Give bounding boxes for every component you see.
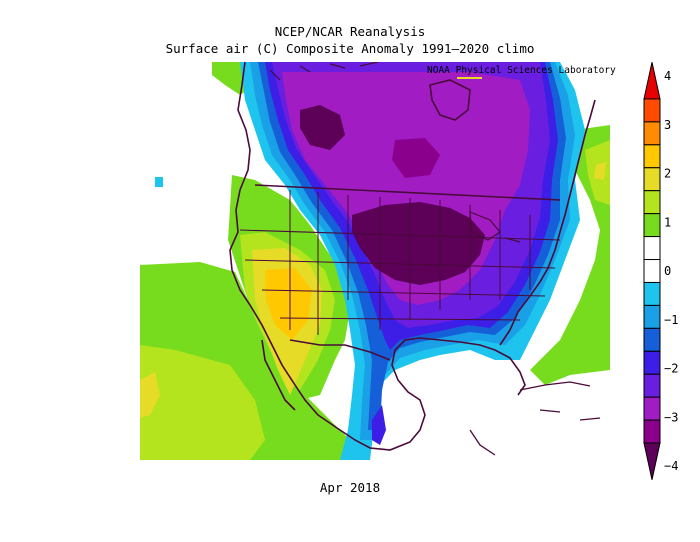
colorbar-tick-label: 3 — [664, 118, 671, 132]
cold-core-canada-central — [392, 138, 440, 178]
colorbar-segment — [643, 304, 661, 329]
colorbar-tick-label: 2 — [664, 167, 671, 181]
figure-title: NCEP/NCAR Reanalysis — [274, 24, 426, 39]
warm-region-west-4 — [265, 268, 312, 340]
colorbar-segments — [643, 62, 661, 480]
arctic-islands — [269, 62, 379, 81]
colorbar-segment — [643, 350, 661, 375]
colorbar-segment — [643, 121, 661, 146]
cold-spot-pacific — [155, 177, 163, 187]
colorbar-segment — [643, 442, 661, 480]
colorbar-tick-label: −2 — [664, 362, 678, 376]
colorbar-segment — [643, 167, 661, 192]
atlantic-coastline — [499, 99, 596, 346]
colorbar-tick-label: 0 — [664, 264, 671, 278]
cold-core-plains — [352, 202, 485, 285]
coastlines — [229, 62, 601, 456]
colorbar-tick-label: 4 — [664, 69, 671, 83]
caribbean-islands — [469, 381, 601, 456]
colorbar-segment — [643, 281, 661, 306]
great-lakes — [469, 211, 521, 243]
colorbar-segment — [643, 98, 661, 123]
anomaly-shading — [140, 62, 610, 460]
colorbar-segment — [643, 327, 661, 352]
pacific-coastline — [229, 62, 319, 416]
period-label: Apr 2018 — [319, 480, 381, 495]
colorbar-tick-label: 1 — [664, 215, 671, 229]
cold-core-canada-west — [300, 105, 345, 150]
us-canada-border — [254, 184, 561, 201]
colorbar-tick-label: −1 — [664, 313, 678, 327]
colorbar-segment — [643, 213, 661, 238]
warm-region-atlantic — [530, 125, 610, 385]
warm-region-atlantic-3 — [594, 162, 606, 180]
colorbar-ticks: 4 3 2 1 0 −1 −2 −3 −4 — [664, 69, 678, 473]
gulf-coastline — [317, 337, 526, 451]
colorbar-segment — [643, 190, 661, 215]
colorbar-segment — [643, 373, 661, 398]
us-mexico-border — [289, 339, 391, 361]
colorbar-segment — [643, 144, 661, 169]
colorbar-segment — [643, 259, 661, 283]
cold-spot-mexico — [372, 405, 386, 445]
colorbar-tick-label: −3 — [664, 410, 678, 424]
credit-label: NOAA Physical Sciences Laboratory — [427, 65, 616, 76]
state-borders-horizontal — [239, 229, 561, 321]
colorbar-segment — [643, 419, 661, 444]
figure-subtitle: Surface air (C) Composite Anomaly 1991–2… — [165, 41, 535, 56]
warm-region-pacific-3 — [140, 372, 160, 418]
colorbar-segment — [643, 396, 661, 421]
colorbar-segment — [643, 236, 661, 261]
hudson-bay — [429, 79, 471, 121]
colorbar-tick-label: −4 — [664, 459, 678, 473]
baja-coastline — [261, 339, 296, 411]
colorbar-segment — [643, 62, 661, 100]
warm-region-pacific-2 — [140, 345, 265, 460]
